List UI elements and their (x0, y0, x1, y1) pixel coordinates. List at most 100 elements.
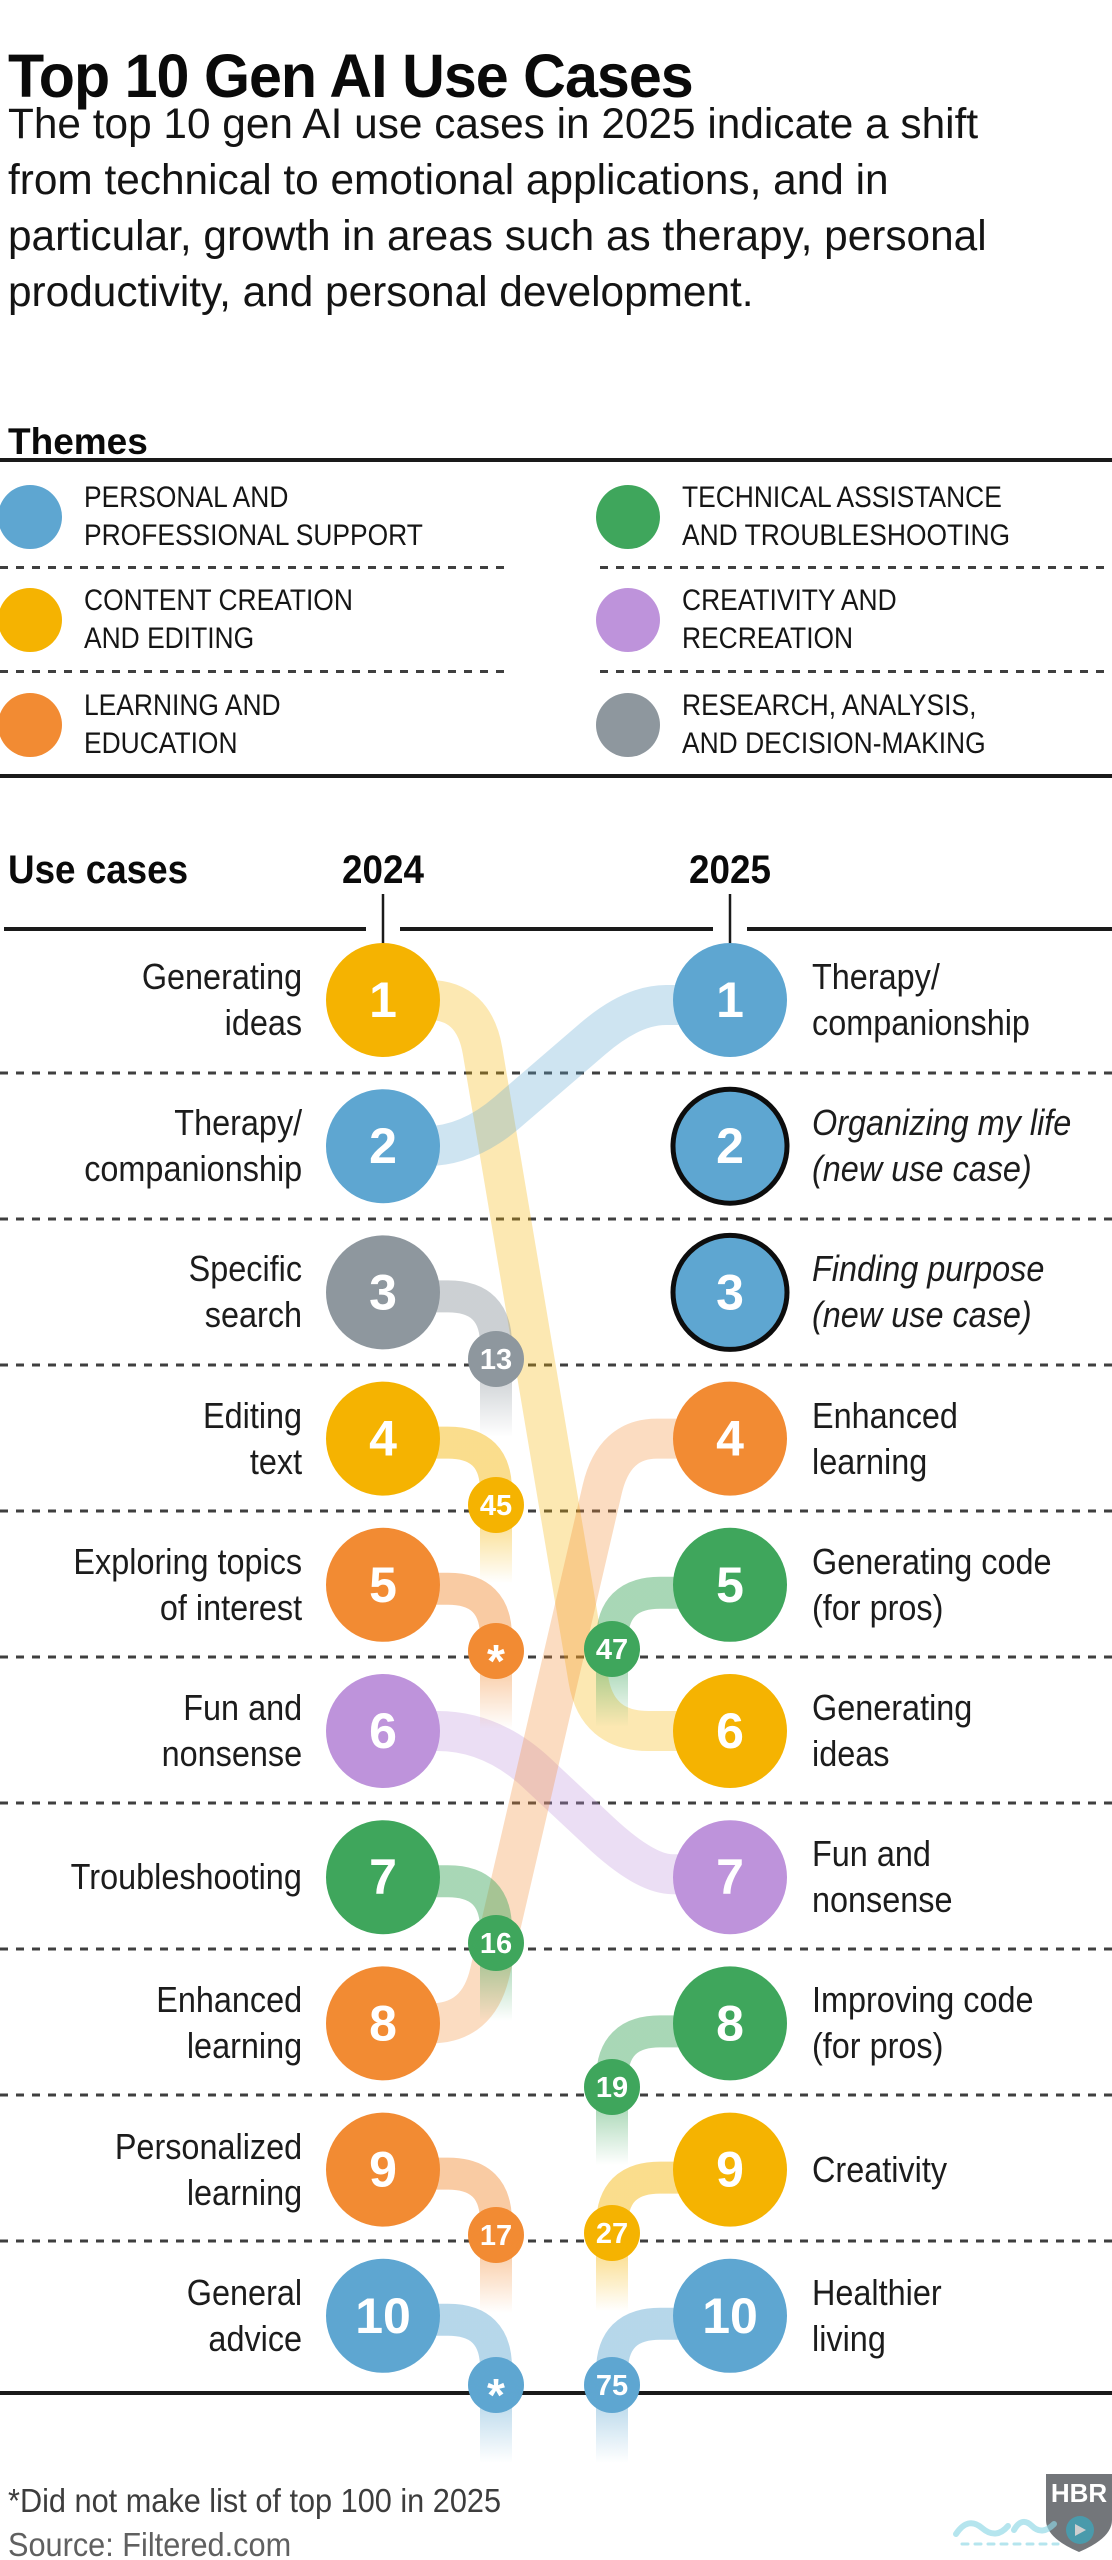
intro-line: particular, growth in areas such as ther… (8, 212, 987, 260)
svg-text:1: 1 (369, 972, 397, 1028)
svg-text:17: 17 (480, 2220, 512, 2252)
column-header-2025: 2025 (689, 848, 771, 892)
use-case-label-text: Troubleshooting (70, 1856, 302, 1898)
legend-item-creativity: CREATIVITY AND RECREATION (596, 578, 926, 662)
use-case-label-2025-rank-7: Fun and nonsense (812, 1815, 1112, 1939)
use-case-label-text: Healthier living (812, 2271, 942, 2359)
use-case-label-text: Creativity (812, 2148, 948, 2190)
svg-text:7: 7 (369, 1849, 397, 1905)
use-case-label-text: Improving code (for pros) (812, 1979, 1034, 2067)
legend-label: CREATIVITY AND (682, 584, 897, 617)
svg-text:5: 5 (716, 1557, 744, 1613)
use-case-label-text: Therapy/companionship (812, 956, 1030, 1043)
svg-text:3: 3 (369, 1264, 397, 1320)
legend-divider (0, 566, 509, 569)
legend-item-personal: PERSONAL AND PROFESSIONAL SUPPORT (0, 475, 469, 559)
legend-divider (600, 670, 1112, 673)
technical-theme-dot-icon (596, 485, 660, 549)
learning-theme-dot-icon (0, 693, 62, 757)
use-case-label-2024-rank-10: General advice (2, 2254, 302, 2378)
use-case-label-2024-rank-6: Fun and nonsense (2, 1669, 302, 1793)
svg-text:8: 8 (369, 1995, 397, 2051)
svg-text:1: 1 (716, 972, 744, 1028)
use-case-label-2025-rank-10: Healthier living (812, 2254, 1112, 2378)
use-case-label-2025-rank-4: Enhanced learning (812, 1377, 1112, 1501)
use-case-label-2025-rank-1: Therapy/companionship (812, 938, 1112, 1062)
use-case-label-2025-rank-9: Creativity (812, 2108, 1112, 2232)
use-case-label-text: Personalized learning (114, 2125, 302, 2213)
legend-label: TECHNICAL ASSISTANCE (682, 481, 1002, 514)
svg-text:27: 27 (596, 2218, 628, 2250)
legend-label: PROFESSIONAL SUPPORT (84, 519, 423, 552)
use-case-label-text: Fun and nonsense (812, 1833, 953, 1921)
use-case-label-2024-rank-7: Troubleshooting (2, 1815, 302, 1939)
use-case-label-2025-rank-5: Generating code (for pros) (812, 1523, 1112, 1647)
creativity-theme-dot-icon (596, 588, 660, 652)
svg-text:19: 19 (596, 2072, 628, 2104)
intro-line: productivity, and personal development. (8, 268, 754, 316)
use-case-label-text: Generating code (for pros) (812, 1540, 1052, 1628)
use-case-label-text: Enhanced learning (156, 1979, 302, 2067)
column-header-use-cases: Use cases (8, 848, 189, 892)
svg-text:16: 16 (480, 1928, 512, 1960)
legend-item-research: RESEARCH, ANALYSIS, AND DECISION-MAKING (596, 683, 1027, 767)
svg-text:13: 13 (480, 1344, 512, 1376)
intro-line: from technical to emotional applications… (8, 156, 889, 204)
svg-text:*: * (487, 1635, 505, 1687)
use-case-label-text: Therapy/companionship (84, 1102, 302, 1190)
use-case-label-2024-rank-9: Personalized learning (2, 2108, 302, 2232)
hbr-shield-icon (1046, 2474, 1112, 2552)
themes-heading: Themes (8, 420, 148, 462)
use-case-label-2025-rank-6: Generating ideas (812, 1669, 1112, 1793)
svg-text:3: 3 (716, 1264, 744, 1320)
column-header-2024: 2024 (342, 848, 424, 892)
svg-text:10: 10 (702, 2288, 758, 2344)
use-case-label-2024-rank-2: Therapy/companionship (2, 1084, 302, 1208)
legend-item-learning: LEARNING AND EDUCATION (0, 683, 307, 767)
use-case-label-text: Organizing my life (new use case) (812, 1102, 1072, 1190)
use-case-label-text: Generating ideas (141, 956, 302, 1043)
svg-text:6: 6 (369, 1703, 397, 1759)
legend-label: PERSONAL AND (84, 481, 289, 514)
intro-paragraph: The top 10 gen AI use cases in 2025 indi… (8, 96, 987, 320)
hbr-logo: HBR (1046, 2474, 1112, 2552)
use-case-label-text: Editing text (202, 1394, 302, 1482)
legend-label: EDUCATION (84, 727, 238, 760)
legend-divider (600, 566, 1112, 569)
use-case-label-text: Enhanced learning (812, 1394, 958, 1482)
svg-text:*: * (487, 2369, 505, 2421)
svg-text:7: 7 (716, 1849, 744, 1905)
hbr-logo-text: HBR (1051, 2478, 1108, 2508)
svg-text:4: 4 (716, 1411, 744, 1467)
use-case-label-2025-rank-8: Improving code (for pros) (812, 1961, 1112, 2085)
svg-text:9: 9 (716, 2142, 744, 2198)
legend-label: RESEARCH, ANALYSIS, (682, 689, 977, 722)
site-watermark-icon (953, 2516, 1094, 2546)
personal-theme-dot-icon (0, 485, 62, 549)
legend-divider (0, 670, 509, 673)
svg-text:45: 45 (480, 1490, 512, 1522)
page-title: Top 10 Gen AI Use Cases (8, 41, 694, 110)
svg-text:6: 6 (716, 1703, 744, 1759)
use-case-label-text: Exploring topics of interest (73, 1540, 302, 1628)
use-case-label-2024-rank-3: Specific search (2, 1230, 302, 1354)
use-case-label-2024-rank-5: Exploring topics of interest (2, 1523, 302, 1647)
legend-label: AND DECISION-MAKING (682, 727, 986, 760)
legend-label: AND EDITING (84, 622, 255, 655)
intro-line: The top 10 gen AI use cases in 2025 indi… (8, 100, 979, 148)
use-case-label-text: Fun and nonsense (161, 1687, 302, 1774)
use-case-label-2025-rank-2: Organizing my life (new use case) (812, 1084, 1112, 1208)
legend-label: LEARNING AND (84, 689, 281, 722)
legend-item-content: CONTENT CREATION AND EDITING (0, 578, 390, 662)
source-credit: Source: Filtered.com (8, 2526, 292, 2560)
legend-top-rule (0, 458, 1112, 462)
footnote: *Did not make list of top 100 in 2025 (8, 2482, 502, 2519)
use-case-label-2024-rank-1: Generating ideas (2, 938, 302, 1062)
use-case-label-2024-rank-4: Editing text (2, 1377, 302, 1501)
svg-text:8: 8 (716, 1995, 744, 2051)
legend-item-technical: TECHNICAL ASSISTANCE AND TROUBLESHOOTING (596, 475, 1055, 559)
use-case-label-2024-rank-8: Enhanced learning (2, 1961, 302, 2085)
use-case-label-text: Finding purpose (new use case) (812, 1248, 1045, 1336)
use-case-label-2025-rank-3: Finding purpose (new use case) (812, 1230, 1112, 1354)
